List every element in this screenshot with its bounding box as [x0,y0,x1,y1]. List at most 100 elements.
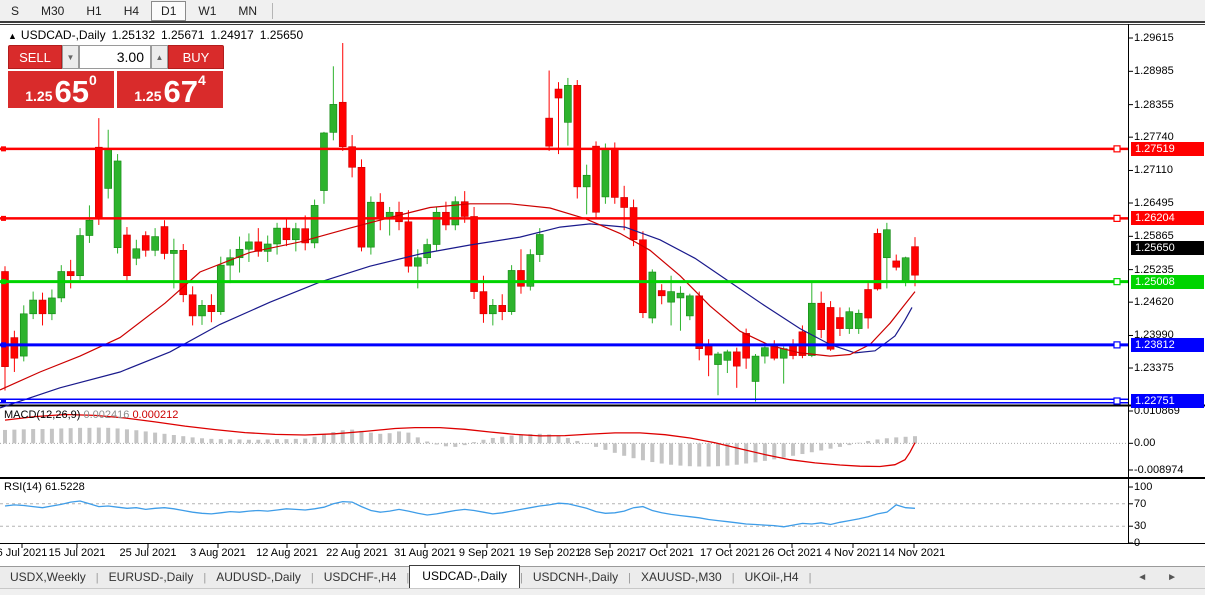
ma-fast-line[interactable] [0,203,916,391]
candle-body [864,289,872,319]
candle-body [667,291,675,303]
tab-scroll-left-icon[interactable]: ◄ [1137,572,1148,583]
candle-body [817,302,825,330]
horizontal-levels[interactable] [0,145,1128,405]
candle-body [676,292,685,299]
buy-price-small: 1.25 [134,88,162,104]
candle-body [141,235,150,251]
chevron-up-icon: ▲ [155,52,164,62]
timeframe-button-mn[interactable]: MN [238,3,258,18]
candle-body [132,248,141,259]
one-click-trading-panel: SELL ▼ 3.00 ▲ BUY 1.25 65 0 1.25 67 4 [8,45,224,108]
candle-body [151,236,159,251]
timeframe-button-h4[interactable]: H4 [123,3,140,18]
timeframe-button-d1[interactable]: D1 [151,0,187,21]
level-price-label: 1.22751 [1131,394,1204,408]
sell-price-display[interactable]: 1.25 65 0 [8,71,114,108]
volume-input[interactable]: 3.00 [79,45,151,69]
price-tick-label: 1.27110 [1134,164,1173,177]
chart-tab-usdx-weekly[interactable]: USDX,Weekly [10,570,86,584]
tab-separator: | [406,572,410,584]
chart-tab-usdchf-h4[interactable]: USDCHF-,H4 [323,570,397,584]
tab-scroll-right-icon[interactable]: ► [1167,572,1177,583]
tab-separator: | [628,572,632,584]
ohlc-low: 1.24917 [210,28,254,42]
candle-body [629,207,638,241]
chart-tab-usdcnh-daily[interactable]: USDCNH-,Daily [532,570,619,584]
date-tick-label: 31 Aug 2021 [394,547,456,559]
timeframe-button-h1[interactable]: H1 [86,3,102,18]
candle-body [245,241,253,250]
tab-scroll-arrows[interactable]: ◄ ► [1127,572,1187,588]
sell-button[interactable]: SELL [8,45,62,69]
price-tick-label: 1.25865 [1134,230,1174,243]
macd-tick-label: 0.010869 [1134,405,1180,417]
date-tick-label: 28 Sep 2021 [578,547,642,559]
level-handle-left [1,342,6,348]
candle-body [263,243,272,252]
candle-body [779,348,788,359]
candle-body [57,271,66,299]
candle-body [610,147,619,198]
candle-body [657,290,666,297]
buy-button[interactable]: BUY [168,45,224,69]
date-tick-label: 19 Sep 2021 [518,547,582,559]
chart-tab-usdcad-daily[interactable]: USDCAD-,Daily [409,565,520,588]
rsi-tick-label: 70 [1134,497,1147,510]
candle-body [564,85,572,123]
candle-body [489,305,497,315]
chart-tab-xauusd-m30[interactable]: XAUUSD-,M30 [641,570,722,584]
tab-separator: | [808,572,812,584]
timeframe-button-m30[interactable]: M30 [41,3,65,18]
candle-body [1,271,9,367]
candle-body [545,117,553,147]
tab-separator: | [203,572,207,584]
date-tick-label: 4 Nov 2021 [824,547,882,559]
level-price-label: 1.27519 [1131,141,1204,156]
candle-body [704,344,713,356]
price-tick-label: 1.26495 [1134,197,1174,209]
date-tick-label: 15 Jul 2021 [48,547,106,559]
volume-decrease-button[interactable]: ▼ [62,45,79,69]
tab-separator: | [731,572,735,584]
candle-body [66,271,75,277]
timeframe-button-s[interactable]: S [11,3,20,18]
buy-price-display[interactable]: 1.25 67 4 [117,71,223,108]
date-tick-label: 6 Jul 2021 [0,547,48,559]
ma-slow-line[interactable] [0,223,913,409]
macd-tick-label: -0.008974 [1134,464,1184,476]
chevron-down-icon: ▼ [66,52,75,62]
candle-body [85,219,94,236]
candle-body [582,174,591,188]
macd-value-main: 0.002416 [83,409,130,421]
chart-tab-audusd-daily[interactable]: AUDUSD-,Daily [216,570,301,584]
macd-name: MACD(12,26,9) [4,409,81,421]
candle-body [235,248,244,259]
candle-body [170,250,178,254]
candle-body [498,305,507,312]
candle-body [423,244,431,259]
chart-tab-eurusd-daily[interactable]: EURUSD-,Daily [108,570,194,584]
ohlc-high: 1.25671 [161,28,205,42]
timeframe-toolbar: S M30 H1 H4 D1 W1 MN [0,0,1205,23]
chart-symbol-label: USDCAD-,Daily [20,28,106,42]
candle-body [873,233,882,290]
rsi-indicator-label: RSI(14) 61.5228 [4,481,85,493]
candle-body [573,85,582,188]
candle-body [517,270,525,287]
date-tick-label: 22 Aug 2021 [326,547,388,559]
candle-body [38,299,47,315]
date-tick-label: 9 Sep 2021 [458,547,516,559]
candle-body [179,250,188,296]
price-tick-label: 1.24620 [1134,296,1174,309]
volume-increase-button[interactable]: ▲ [151,45,168,69]
macd-signal-line [4,413,916,468]
candle-body [329,104,338,133]
level-handle-left [1,146,6,152]
candle-body [460,201,469,217]
collapse-icon[interactable]: ▲ [8,31,17,41]
rsi-tick-label: 100 [1134,481,1153,493]
timeframe-button-w1[interactable]: W1 [198,3,217,18]
chart-tab-ukoil-h4[interactable]: UKOil-,H4 [744,570,799,584]
candle-body [357,167,366,248]
